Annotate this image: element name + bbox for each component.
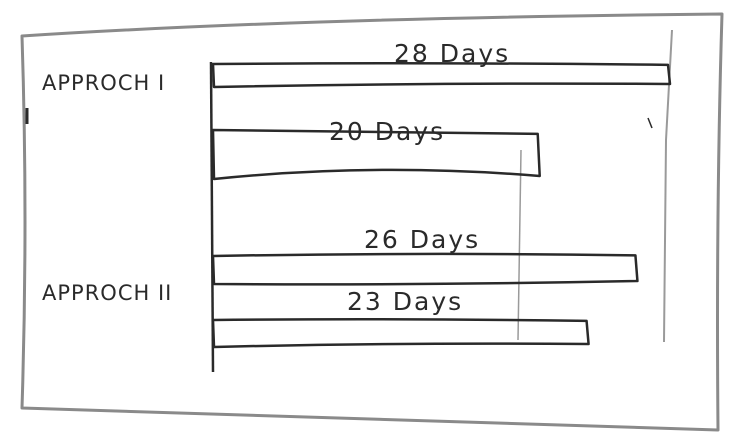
bar-2 [211,128,541,181]
paper-frame [20,12,724,432]
bars-layer: 28 Days 20 Days 26 Days 23 Days [211,39,672,349]
bar-4 [211,318,590,349]
group-label-approach-2: APPROCH II [42,281,172,305]
bar-label-2: 20 Days [329,117,445,146]
stray-mark [647,117,653,129]
bar-3 [211,252,639,286]
reference-line [517,149,522,341]
bar-label-1: 28 Days [394,39,510,68]
bar-label-3: 26 Days [364,225,480,254]
group-label-approach-1: APPROCH I [42,71,165,95]
right-edge-stroke [663,29,673,343]
bar-1 [211,62,672,89]
bar-label-4: 23 Days [347,287,463,316]
